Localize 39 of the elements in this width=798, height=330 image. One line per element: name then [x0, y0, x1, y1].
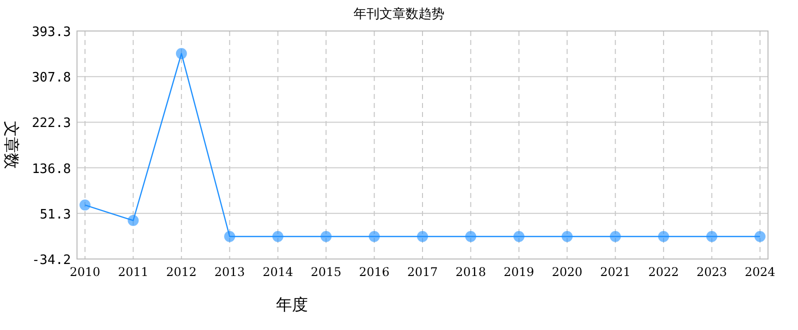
point: [610, 230, 621, 242]
y-tick-label: 222.3: [32, 116, 71, 132]
x-tick-label: 2011: [118, 265, 148, 279]
point: [224, 230, 236, 242]
x-tick-label: 2024: [744, 265, 776, 279]
x-tick-label: 2014: [262, 265, 294, 279]
point: [272, 230, 284, 242]
x-tick-label: 2017: [407, 265, 438, 279]
point: [513, 230, 524, 242]
x-tick-label: 2021: [600, 265, 631, 279]
point: [562, 230, 573, 242]
x-tick-label: 2019: [504, 265, 534, 279]
x-tick-label: 2010: [70, 265, 100, 279]
x-tick-label: 2012: [166, 265, 197, 279]
point: [754, 230, 766, 242]
x-tick-label: 2015: [310, 265, 342, 279]
point: [417, 230, 428, 242]
y-tick-label: 51.3: [40, 207, 71, 222]
point: [320, 230, 332, 242]
chart-title: 年刊文章数趋势: [354, 7, 444, 22]
x-tick-label: 2023: [696, 265, 728, 279]
x-tick-label: 2020: [552, 265, 582, 279]
point: [706, 230, 718, 242]
point: [80, 200, 90, 211]
x-tick-label: 2013: [214, 265, 245, 279]
y-tick-label: -34.2: [32, 253, 71, 268]
x-axis-title: 年度: [276, 295, 308, 314]
y-axis-title: 文章数: [2, 121, 21, 169]
point: [128, 214, 139, 226]
x-tick-label: 2018: [455, 265, 486, 279]
point: [465, 230, 476, 242]
point: [658, 230, 670, 242]
y-tick-label: 136.8: [32, 162, 71, 177]
point: [176, 48, 187, 60]
y-tick-label: 393.3: [32, 25, 71, 40]
point: [368, 230, 380, 242]
x-tick-label: 2016: [359, 265, 390, 279]
y-tick-label: 307.8: [32, 70, 71, 86]
x-tick-label: 2022: [648, 265, 679, 279]
